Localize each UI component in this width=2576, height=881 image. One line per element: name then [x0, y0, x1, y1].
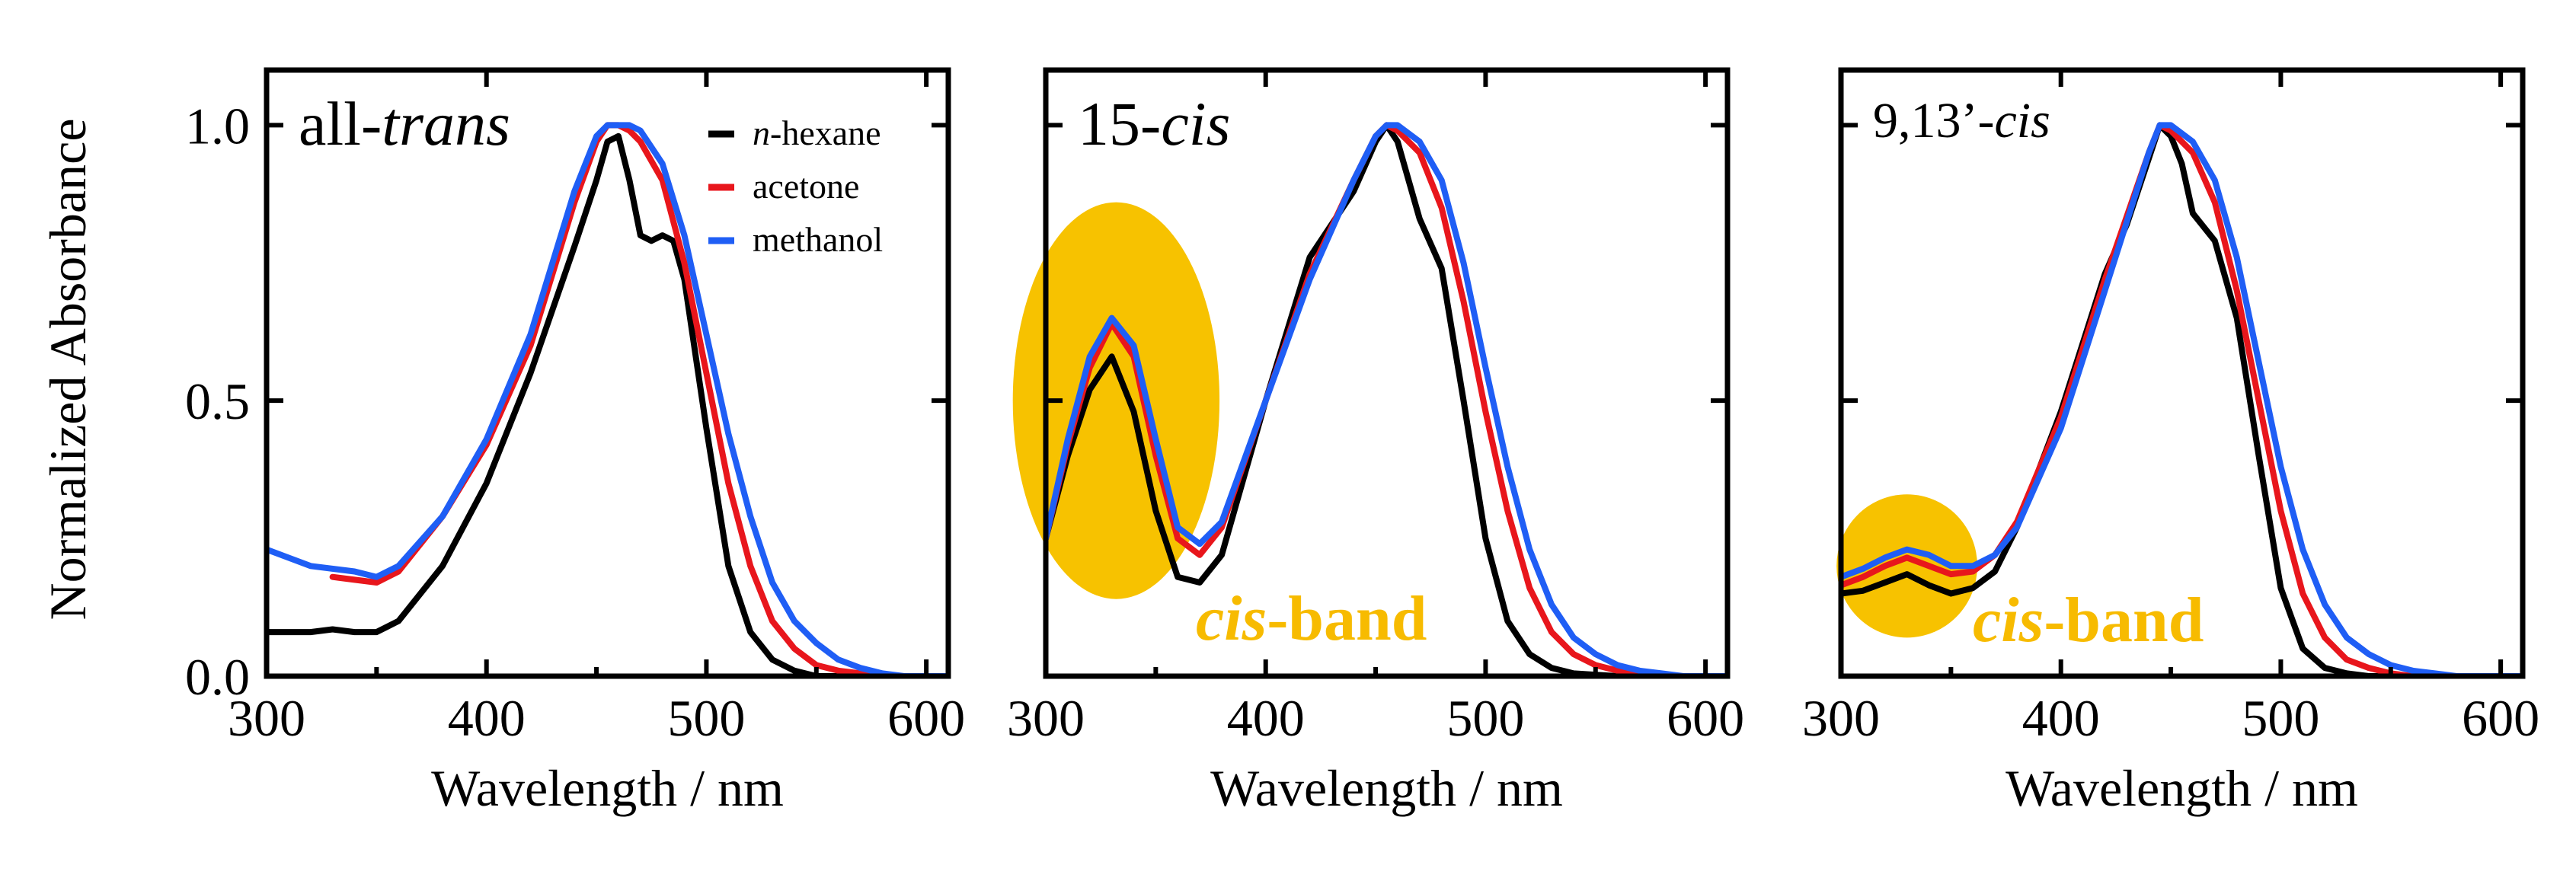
legend-label: n-hexane: [753, 113, 881, 152]
y-tick-label: 0.0: [185, 648, 250, 706]
series-methanol: [1841, 122, 2523, 676]
series-methanol: [1046, 122, 1727, 676]
x-axis-title: Wavelength / nm: [431, 759, 784, 817]
legend: n-hexane acetone methanol: [708, 113, 883, 259]
plot-frame: [1838, 67, 2526, 679]
panel-title: 15-cis: [1078, 89, 1230, 158]
x-tick-label: 500: [667, 689, 745, 747]
y-axis-title: Normalized Absorbance: [39, 119, 97, 621]
cis-band-highlight: [1836, 494, 1977, 638]
y-tick-label: 1.0: [185, 97, 250, 155]
cis-band-label: cis-band: [1973, 585, 2204, 656]
x-axis-title: Wavelength / nm: [2006, 759, 2358, 817]
x-tick-label: 600: [2462, 689, 2539, 747]
panel-title: 9,13’-cis: [1873, 93, 2050, 148]
y-tick-label: 0.5: [185, 372, 250, 430]
panel-3: 300 400 500 600 Wavelength / nm 9,13’-cis cis-…: [1802, 67, 2539, 817]
legend-label: acetone: [753, 167, 859, 206]
x-tick-label: 400: [448, 689, 526, 747]
x-tick-label: 600: [1667, 689, 1744, 747]
series-acetone: [1841, 122, 2523, 676]
x-tick-label: 500: [2242, 689, 2319, 747]
series-acetone: [329, 122, 948, 676]
cis-band-label: cis-band: [1196, 583, 1427, 654]
x-tick-label: 600: [887, 689, 965, 747]
x-axis-title: Wavelength / nm: [1210, 759, 1563, 817]
panels: 300 400 500 600 0.0 0.5 1.0 Wavelength / nm all-…: [185, 67, 2539, 817]
curves: [1046, 122, 1727, 676]
x-tick-label: 300: [1802, 689, 1880, 747]
x-tick-label: 400: [1227, 689, 1305, 747]
x-tick-label: 300: [1007, 689, 1085, 747]
panel-title: all-trans: [299, 89, 510, 158]
curves: [267, 122, 948, 676]
panel-1: 300 400 500 600 0.0 0.5 1.0 Wavelength / nm all-…: [185, 67, 965, 817]
panel-2: 300 400 500 600 Wavelength / nm 15-cis cis-ban…: [1007, 67, 1744, 817]
x-tick-label: 500: [1446, 689, 1524, 747]
series-n-hexane: [267, 132, 948, 676]
x-tick-label: 300: [228, 689, 305, 747]
series-methanol: [267, 122, 948, 676]
legend-label: methanol: [753, 220, 883, 259]
plot-frame: [264, 67, 951, 679]
plot-frame: [1043, 67, 1731, 679]
curves: [1841, 122, 2523, 676]
x-tick-label: 400: [2022, 689, 2100, 747]
